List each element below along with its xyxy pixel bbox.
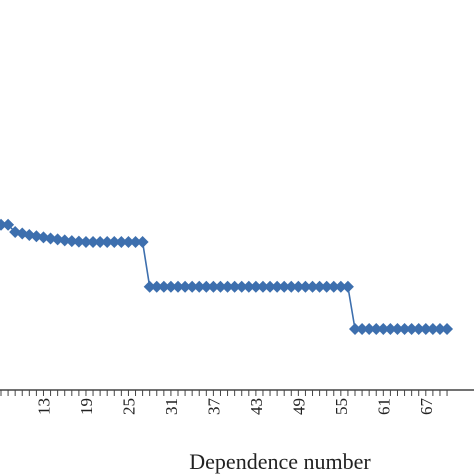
data-point-marker bbox=[228, 280, 241, 293]
data-point-marker bbox=[384, 322, 397, 335]
data-point-marker bbox=[278, 280, 291, 293]
data-point-marker bbox=[320, 280, 333, 293]
x-tick-label: 55 bbox=[332, 398, 351, 415]
data-point-marker bbox=[200, 280, 213, 293]
data-point-marker bbox=[405, 322, 418, 335]
data-point-marker bbox=[349, 322, 361, 335]
data-point-marker bbox=[299, 280, 312, 293]
data-point-marker bbox=[207, 280, 220, 293]
data-point-marker bbox=[94, 236, 107, 248]
x-tick-label: 49 bbox=[289, 398, 308, 415]
x-tick-label: 43 bbox=[247, 398, 266, 415]
data-point-marker bbox=[327, 280, 340, 293]
data-point-marker bbox=[108, 236, 121, 248]
data-point-marker bbox=[306, 280, 319, 293]
data-point-marker bbox=[214, 280, 227, 293]
data-point-marker bbox=[313, 280, 326, 293]
data-point-marker bbox=[79, 236, 92, 248]
x-axis-ticks bbox=[0, 390, 448, 396]
data-point-marker bbox=[186, 280, 199, 293]
data-point-marker bbox=[164, 280, 177, 293]
data-point-marker bbox=[72, 235, 85, 248]
data-point-marker bbox=[249, 280, 262, 293]
data-point-marker bbox=[292, 280, 305, 293]
data-point-marker bbox=[129, 236, 142, 248]
data-point-marker bbox=[235, 280, 248, 293]
data-point-marker bbox=[65, 235, 78, 248]
data-point-marker bbox=[157, 280, 170, 293]
x-tick-label: 25 bbox=[119, 398, 138, 415]
data-point-marker bbox=[398, 322, 411, 335]
data-point-marker bbox=[412, 322, 425, 335]
data-point-marker bbox=[426, 322, 439, 335]
data-point-marker bbox=[391, 322, 404, 335]
series-markers bbox=[0, 218, 454, 335]
data-point-marker bbox=[242, 280, 255, 293]
data-point-marker bbox=[334, 280, 347, 293]
data-point-marker bbox=[101, 236, 114, 248]
data-point-marker bbox=[143, 280, 156, 293]
data-point-marker bbox=[441, 322, 454, 335]
data-point-marker bbox=[136, 236, 149, 248]
x-tick-label: 61 bbox=[374, 398, 393, 415]
data-point-marker bbox=[271, 280, 284, 293]
data-point-marker bbox=[264, 280, 277, 293]
data-point-marker bbox=[87, 236, 100, 248]
data-point-marker bbox=[433, 322, 446, 335]
x-tick-label: 31 bbox=[162, 398, 181, 415]
data-point-marker bbox=[2, 218, 15, 231]
data-point-marker bbox=[363, 322, 376, 335]
data-point-marker bbox=[419, 322, 432, 335]
x-tick-label: 13 bbox=[34, 398, 53, 415]
x-axis-tick-labels: 13 19 25 31 37 43 49 55 61 67 bbox=[34, 398, 435, 416]
data-point-marker bbox=[172, 280, 184, 293]
data-point-marker bbox=[221, 280, 234, 293]
data-point-marker bbox=[370, 322, 383, 335]
data-point-marker bbox=[256, 280, 269, 293]
data-point-marker bbox=[44, 232, 57, 245]
data-point-marker bbox=[356, 322, 369, 335]
data-point-marker bbox=[122, 236, 135, 248]
x-tick-label: 67 bbox=[417, 398, 436, 416]
data-point-marker bbox=[179, 280, 192, 293]
data-point-marker bbox=[150, 280, 163, 293]
data-point-marker bbox=[377, 322, 390, 335]
data-point-marker bbox=[193, 280, 206, 293]
data-point-marker bbox=[285, 280, 298, 293]
data-point-marker bbox=[51, 233, 64, 246]
x-tick-label: 19 bbox=[77, 398, 96, 415]
data-point-marker bbox=[58, 234, 71, 247]
data-point-marker bbox=[341, 280, 354, 293]
x-tick-label: 37 bbox=[204, 398, 223, 416]
data-point-marker bbox=[115, 236, 128, 248]
x-axis-title: Dependence number bbox=[189, 449, 371, 474]
